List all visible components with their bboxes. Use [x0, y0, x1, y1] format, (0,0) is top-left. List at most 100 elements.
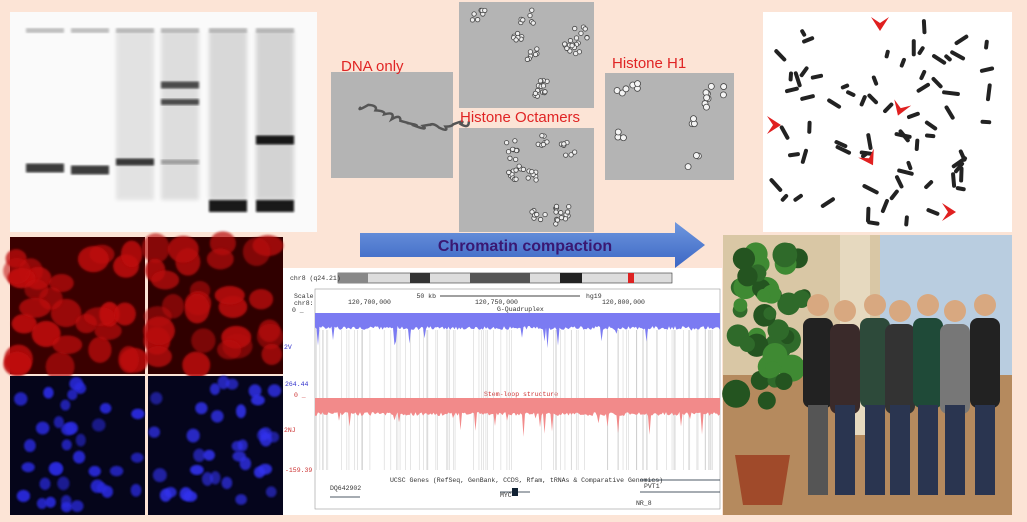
chromosome: [899, 57, 906, 68]
em-particle: [562, 41, 568, 47]
gel-well: [116, 28, 154, 33]
chromosome: [919, 69, 927, 81]
gel-band: [209, 200, 247, 212]
gel-smear: [116, 30, 154, 200]
em-particle: [520, 17, 526, 23]
foliage: [775, 372, 793, 391]
foliage: [722, 379, 751, 408]
em-particle: [533, 177, 539, 183]
cell: [61, 439, 72, 451]
gel-image: [10, 12, 317, 232]
cell: [88, 465, 101, 477]
em-particle: [530, 20, 536, 26]
cell: [48, 462, 63, 476]
cell: [184, 293, 210, 324]
person-legs: [975, 405, 995, 495]
em-images: [331, 2, 734, 232]
cell: [73, 450, 86, 464]
em-particle: [618, 89, 626, 97]
gel-band: [161, 99, 199, 105]
em-particle: [542, 211, 548, 218]
em-particle: [540, 83, 547, 89]
em-particle: [540, 141, 546, 148]
chromosome: [926, 208, 940, 216]
gel-well: [71, 28, 109, 33]
chromosome: [793, 71, 802, 88]
em-particle: [690, 115, 697, 123]
cell: [182, 351, 211, 379]
chromosome: [944, 54, 952, 62]
em-particle: [582, 26, 588, 32]
em-particle: [572, 25, 578, 32]
h1-label: Histone H1: [612, 55, 686, 72]
em-particle: [554, 217, 561, 223]
em-particle: [516, 163, 522, 169]
person-legs: [890, 405, 910, 495]
chromosome: [866, 133, 873, 150]
person-legs: [945, 405, 965, 495]
em-particle: [558, 215, 565, 221]
em-particle: [513, 167, 519, 173]
cell: [190, 464, 204, 475]
coord: 120,700,000: [348, 299, 391, 306]
em-particle: [510, 146, 516, 152]
chromosome: [788, 71, 794, 82]
cell: [121, 240, 143, 268]
chromosome: [846, 90, 856, 97]
gel-well: [26, 28, 64, 33]
track2-top: 0 _: [294, 392, 306, 399]
foliage: [732, 247, 756, 270]
track2-min: -159.39: [285, 467, 312, 474]
gel-well: [256, 28, 294, 33]
chromosome: [906, 111, 920, 120]
chromosome: [921, 19, 927, 35]
em-particle: [471, 11, 477, 17]
cell: [45, 496, 56, 508]
cell: [49, 273, 74, 293]
em-particle: [520, 166, 526, 172]
cell: [143, 316, 175, 346]
red-arrow: [858, 148, 874, 166]
em-particle: [703, 103, 710, 111]
em-particle: [553, 209, 559, 215]
em-particle: [513, 156, 519, 163]
cell: [186, 428, 200, 443]
chromosome: [911, 39, 916, 57]
scale: 50 kb: [416, 293, 436, 300]
chromosome: [904, 215, 909, 227]
chromosome: [984, 39, 989, 50]
cell: [159, 488, 172, 502]
cell: [83, 307, 116, 326]
cell: [221, 476, 233, 490]
person-legs: [808, 405, 828, 495]
em-particle: [568, 152, 574, 158]
chromosome: [951, 156, 968, 169]
cell: [191, 328, 216, 353]
em-particle: [529, 7, 535, 13]
track1-top: 0 _: [292, 307, 304, 314]
cell: [35, 421, 50, 435]
cell: [60, 495, 72, 508]
cell: [75, 433, 86, 447]
cell: [31, 320, 61, 348]
gel-band: [161, 159, 199, 165]
cell: [24, 439, 36, 453]
chromosome: [985, 83, 992, 102]
chromosome: [924, 180, 934, 190]
em-particle: [566, 203, 572, 210]
chromosome: [779, 125, 790, 140]
foliage: [792, 290, 811, 308]
chromosome: [800, 148, 808, 164]
scale-label: Scale: [294, 293, 314, 300]
person-legs: [865, 405, 885, 495]
cell: [148, 426, 161, 438]
cell: [36, 497, 48, 509]
em-particle: [584, 35, 590, 41]
chromosome: [906, 160, 913, 171]
gel-band: [71, 165, 109, 175]
assembly: hg19: [586, 293, 602, 300]
cell: [61, 422, 75, 436]
em-particle: [703, 94, 711, 102]
cell: [203, 449, 215, 461]
cell: [261, 343, 283, 365]
